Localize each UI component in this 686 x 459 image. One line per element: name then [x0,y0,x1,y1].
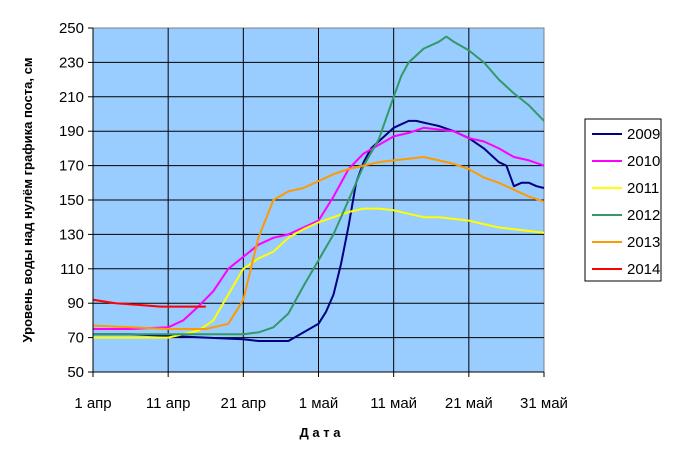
series-line-2009 [93,119,545,342]
y-tick-label: 70 [67,330,84,347]
legend [584,118,662,282]
y-tick-label: 190 [59,123,84,140]
x-tick-label: 11 апр [146,395,191,412]
x-tick-label: 1 апр [74,395,111,412]
y-tick-label: 90 [67,295,84,312]
y-tick-label: 110 [60,261,84,278]
legend-label-2011: 2011 [627,180,659,197]
series-line-2013 [92,156,545,330]
x-tick-label: 1 май [299,395,339,412]
y-tick-label: 130 [59,226,84,243]
grid [93,28,544,372]
x-tick-label: 21 апр [220,395,266,412]
y-tick-label: 250 [59,20,84,37]
series-line-2010 [93,126,545,330]
x-tick-label: 31 май [520,395,568,412]
legend-label-2012: 2012 [627,207,660,224]
legend-label-2010: 2010 [627,153,660,170]
y-tick-label: 210 [59,89,84,106]
y-tick-label: 230 [59,54,84,71]
y-tick-label: 50 [67,364,84,381]
y-axis-title: Уровень воды над нулём графика поста, см [20,58,35,343]
legend-label-2013: 2013 [627,234,660,251]
x-tick-labels: 1 апр 11 апр 21 апр 1 май 11 май 21 май 31 май [74,395,568,412]
series-lines [92,35,545,342]
x-tick-label: 21 май [445,395,493,412]
series-line-2011 [93,207,545,339]
series-line-2014 [92,298,206,308]
axes [88,27,545,377]
y-tick-label: 150 [59,192,84,209]
legend-label-2009: 2009 [627,126,660,143]
legend-items: 2009 2010 2011 2012 2013 2014 [592,126,660,278]
y-tick-labels: 50 70 90 110 130 150 170 190 210 230 250 [59,20,84,381]
y-tick-label: 170 [59,158,84,175]
x-tick-label: 11 май [370,395,417,412]
legend-label-2014: 2014 [627,261,660,278]
x-axis-title: Д а т а [300,425,342,440]
series-line-2012 [93,35,545,336]
